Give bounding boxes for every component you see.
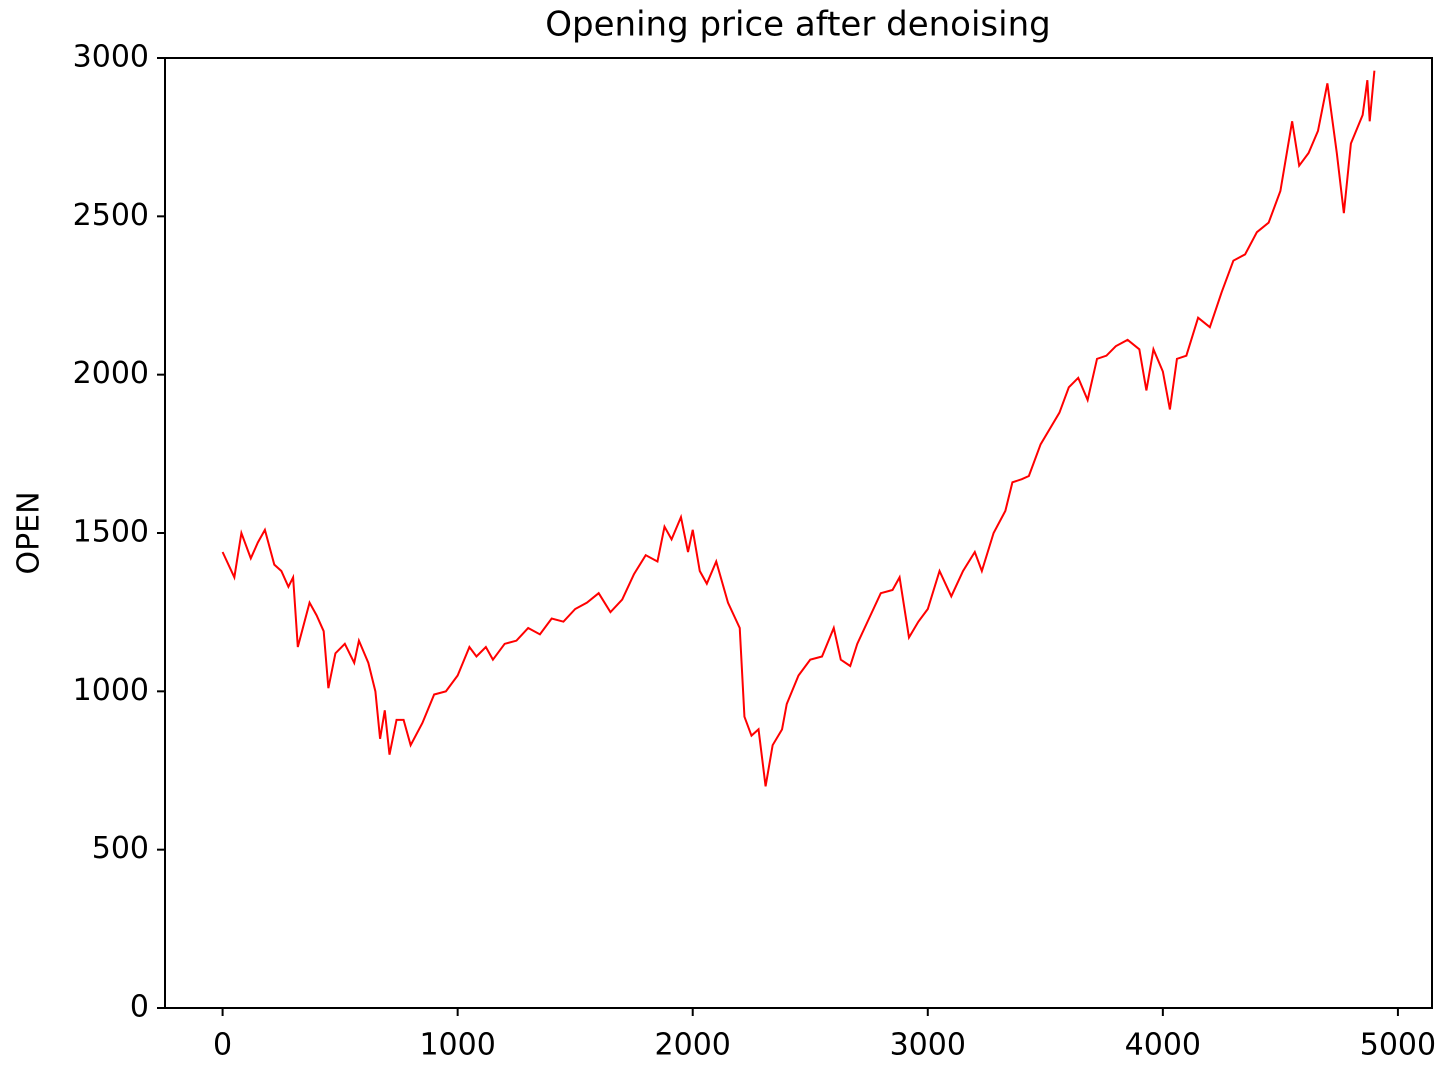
plot-frame bbox=[164, 57, 1433, 1009]
chart-title: Opening price after denoising bbox=[545, 5, 1050, 45]
x-tick-label: 0 bbox=[213, 1028, 232, 1063]
y-axis-label: OPEN bbox=[12, 491, 47, 574]
y-tick-label: 0 bbox=[130, 990, 149, 1025]
y-tick-label: 1500 bbox=[73, 515, 149, 550]
y-tick-label: 500 bbox=[92, 831, 149, 866]
x-tick-label: 2000 bbox=[655, 1028, 731, 1063]
y-tick-label: 1000 bbox=[73, 673, 149, 708]
y-tick-label: 3000 bbox=[73, 40, 149, 75]
y-tick-label: 2500 bbox=[73, 198, 149, 233]
x-tick-label: 1000 bbox=[419, 1028, 495, 1063]
x-tick-label: 4000 bbox=[1125, 1028, 1201, 1063]
data-line bbox=[221, 70, 1376, 787]
x-tick-label: 3000 bbox=[890, 1028, 966, 1063]
x-tick-label: 5000 bbox=[1360, 1028, 1436, 1063]
y-tick-label: 2000 bbox=[73, 356, 149, 391]
